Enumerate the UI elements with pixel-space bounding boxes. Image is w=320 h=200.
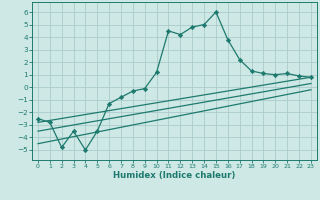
- X-axis label: Humidex (Indice chaleur): Humidex (Indice chaleur): [113, 171, 236, 180]
